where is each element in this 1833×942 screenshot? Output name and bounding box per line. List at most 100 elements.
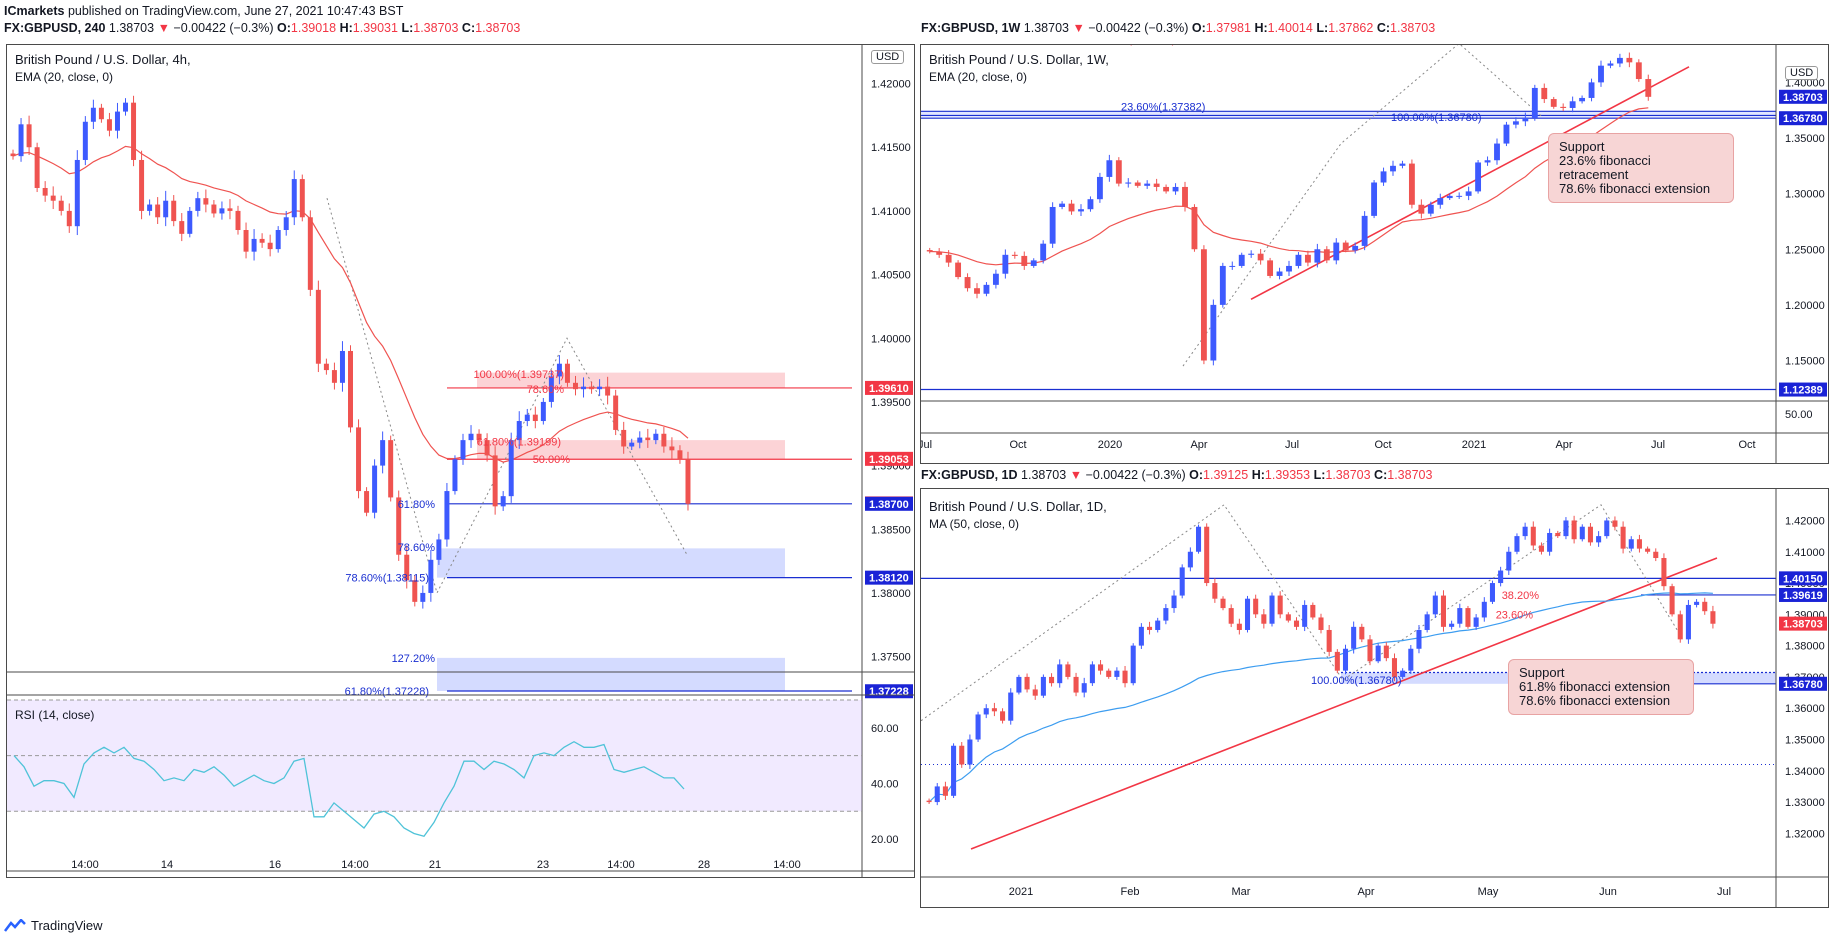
candle xyxy=(1645,548,1651,552)
candle xyxy=(243,230,249,252)
candle xyxy=(1219,265,1226,305)
note-line: 78.6% fibonacci extension xyxy=(1559,181,1711,196)
candle xyxy=(1391,658,1398,677)
candle xyxy=(90,107,96,122)
candle xyxy=(613,395,619,430)
trend-line xyxy=(1250,66,1690,301)
candle xyxy=(1653,551,1659,559)
candle xyxy=(1229,265,1236,267)
candle xyxy=(484,440,490,456)
candle xyxy=(1087,199,1094,210)
candle xyxy=(581,386,587,390)
candle xyxy=(1125,182,1132,184)
candle xyxy=(275,230,281,250)
candle xyxy=(1096,176,1103,200)
candle xyxy=(203,198,209,205)
candle xyxy=(1506,551,1512,571)
candle xyxy=(1399,163,1406,166)
d1-indicator-label: MA (50, close, 0) xyxy=(929,517,1020,531)
candle xyxy=(1635,62,1642,80)
candle xyxy=(1351,626,1357,649)
h4-chart-svg[interactable]: 100.00%(1.39737) 78.60% 61.80%(1.39199) 50.… xyxy=(7,45,914,877)
x-tick-label: Apr xyxy=(1190,439,1207,451)
chart-panel-h4[interactable]: 100.00%(1.39737) 78.60% 61.80%(1.39199) 50.… xyxy=(6,44,915,878)
x-tick-label: Oct xyxy=(1738,439,1755,451)
candle xyxy=(524,414,530,422)
x-tick-label: 16 xyxy=(269,859,281,871)
fib-trend-line xyxy=(1182,45,1542,367)
candle xyxy=(1171,595,1177,609)
last-price: 1.38703 xyxy=(108,21,155,35)
price-badge xyxy=(1779,571,1827,586)
candle xyxy=(1068,203,1075,212)
candle xyxy=(187,210,193,234)
x-tick-label: 21 xyxy=(429,859,441,871)
candle xyxy=(468,433,474,441)
y-tick-label: 1.40000 xyxy=(871,333,911,345)
x-tick-label: Jul xyxy=(921,439,932,451)
candle xyxy=(404,554,410,581)
x-tick-label: Apr xyxy=(1555,439,1572,451)
candle xyxy=(1059,203,1066,207)
candle xyxy=(685,459,691,504)
candle xyxy=(315,289,321,364)
y-tick-label: 1.38000 xyxy=(1785,641,1825,653)
footer-brand-label: TradingView xyxy=(31,918,103,933)
candle xyxy=(1172,186,1179,192)
candle xyxy=(1514,536,1520,552)
candle xyxy=(951,745,957,796)
chart-panel-w1[interactable]: 23.60%(1.37382) 100.00%(1.36780) 78.60%(1.… xyxy=(920,44,1829,464)
candle xyxy=(1032,689,1038,696)
candle xyxy=(1285,614,1291,621)
fib-label: 100.00%(1.36780) xyxy=(1391,112,1482,124)
x-tick-label: 14:00 xyxy=(341,859,369,871)
candle xyxy=(50,195,56,201)
candle xyxy=(388,440,394,498)
candle xyxy=(1228,608,1234,624)
candle xyxy=(364,491,370,513)
w1-chart-svg[interactable]: 23.60%(1.37382) 100.00%(1.36780) 78.60%(1.… xyxy=(921,45,1828,463)
candle xyxy=(396,497,402,555)
candle xyxy=(1371,182,1378,216)
candle xyxy=(1144,183,1151,186)
candle xyxy=(1522,526,1528,537)
open-value: 1.37981 xyxy=(1205,21,1251,35)
price-badge-label: 1.38703 xyxy=(1783,92,1823,104)
price-badge-label: 1.38703 xyxy=(1783,619,1823,631)
fib-zone-red xyxy=(477,372,785,388)
fib-label: 100.00%(1.36780) xyxy=(1311,675,1402,687)
candle xyxy=(1049,676,1055,684)
candle xyxy=(251,238,257,252)
d1-chart-title: British Pound / U.S. Dollar, 1D, xyxy=(929,499,1107,514)
candle xyxy=(934,786,940,803)
candle xyxy=(1021,255,1028,266)
footer-brand[interactable]: TradingView xyxy=(4,918,103,933)
candle xyxy=(1598,65,1604,83)
candle xyxy=(1669,586,1675,615)
candle xyxy=(1475,162,1482,192)
candle xyxy=(1016,676,1022,693)
y-tick-label: 1.38500 xyxy=(871,524,911,536)
candle xyxy=(974,288,980,294)
chart-panel-d1[interactable]: 38.20%23.60%100.00%(1.36780)61.80%(1.371… xyxy=(920,488,1829,908)
candle xyxy=(114,111,120,131)
y-tick-label: 1.32000 xyxy=(1785,828,1825,840)
x-tick-label: 14:00 xyxy=(71,859,99,871)
candle xyxy=(1547,532,1553,552)
candle xyxy=(645,437,651,441)
fib-trend-line xyxy=(326,198,688,595)
candle xyxy=(983,708,989,715)
symbol-name: FX:GBPUSD, 240 xyxy=(4,21,106,35)
y-tick-label: 1.33000 xyxy=(1785,797,1825,809)
candle xyxy=(1569,101,1576,108)
fib-label: 78.60%(1.43883) xyxy=(1091,45,1175,46)
note-line: 61.8% fibonacci extension xyxy=(1519,679,1671,694)
candle xyxy=(1530,526,1536,546)
fib-label: 50.00% xyxy=(533,454,571,466)
price-change: −0.00422 (−0.3%) xyxy=(1088,21,1189,35)
candle xyxy=(66,210,72,227)
y-tick-label: 1.15000 xyxy=(1785,356,1825,368)
trend-line xyxy=(970,557,1718,850)
moving-average-line xyxy=(928,592,1713,803)
candle xyxy=(1481,601,1487,618)
